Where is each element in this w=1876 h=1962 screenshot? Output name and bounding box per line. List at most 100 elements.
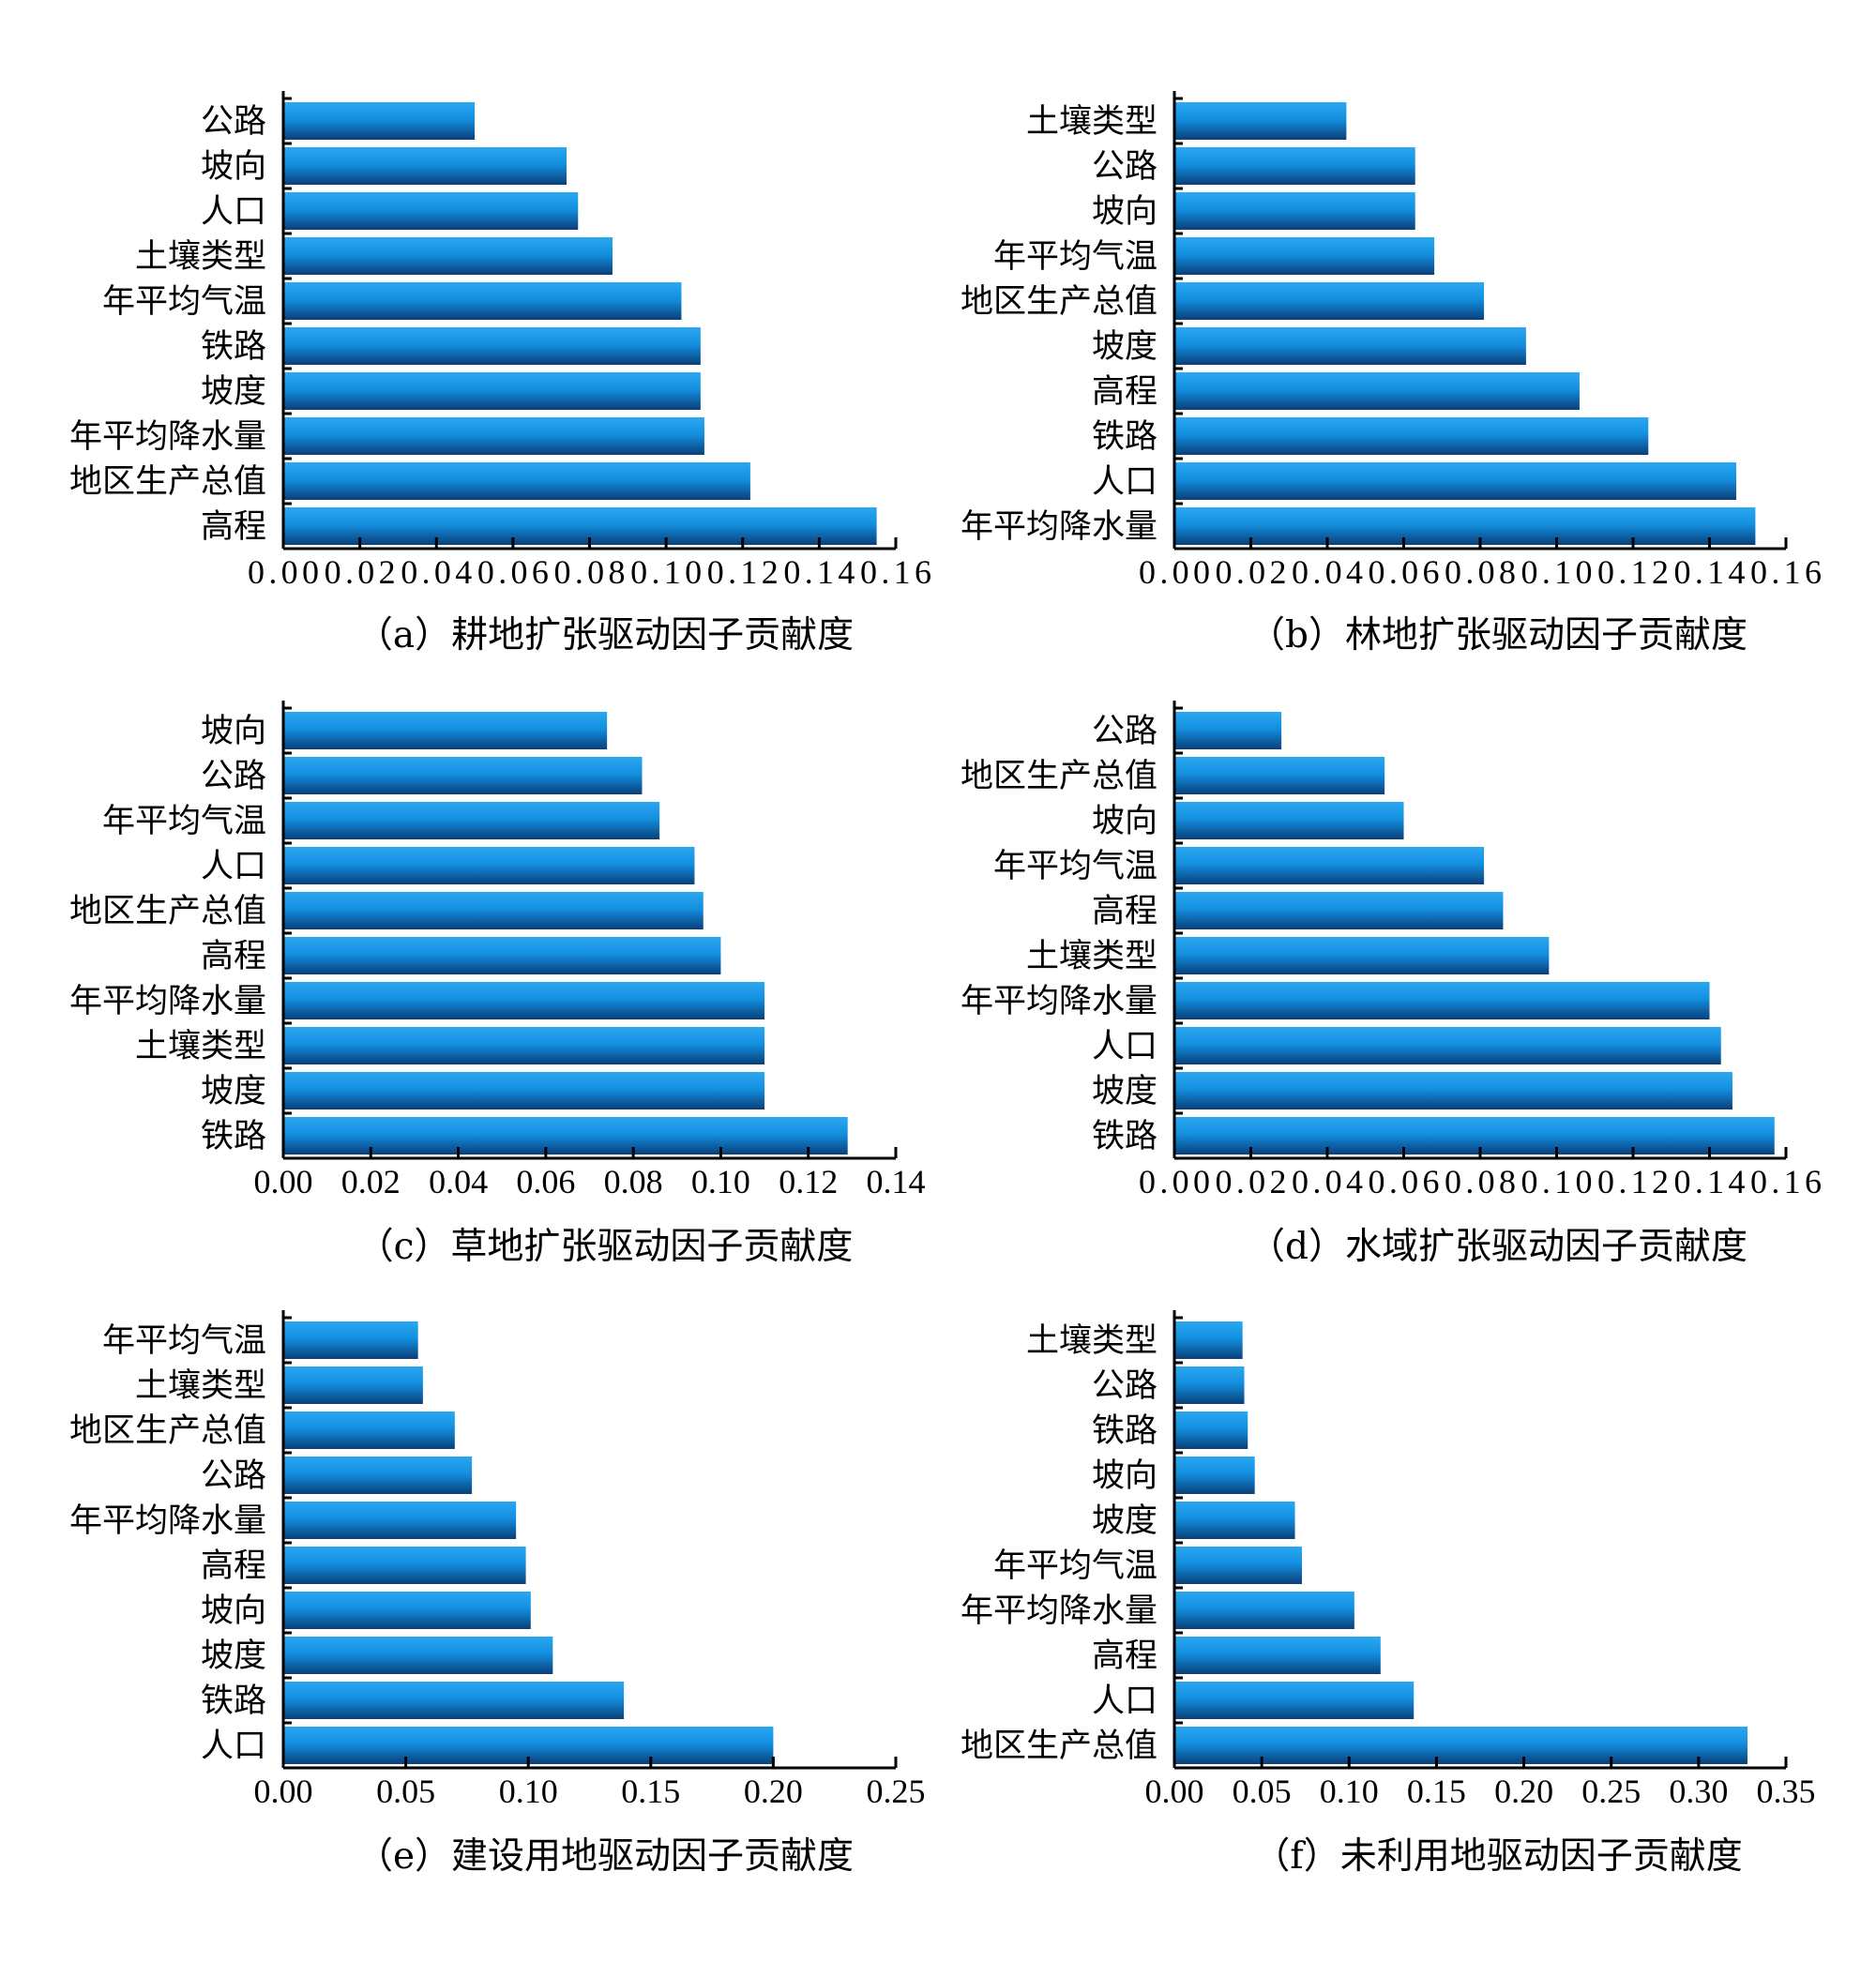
- category-label: 年平均气温: [993, 848, 1157, 885]
- bar: [1174, 1117, 1775, 1155]
- bar: [283, 982, 765, 1019]
- category-label: 人口: [201, 1728, 266, 1765]
- x-tick-label: 0.00: [254, 1773, 313, 1810]
- x-tick-label: 0.16: [1750, 553, 1822, 591]
- category-label: 公路: [1092, 713, 1157, 750]
- category-label: 人口: [201, 848, 266, 885]
- x-tick-label: 0.12: [1597, 553, 1669, 591]
- category-label: 高程: [201, 508, 266, 546]
- bar: [1174, 237, 1435, 275]
- x-tick-label: 0.10: [1521, 1163, 1593, 1200]
- bar: [1174, 1027, 1721, 1064]
- bar: [1174, 1592, 1354, 1629]
- bar: [283, 712, 608, 749]
- bar: [283, 1411, 455, 1449]
- category-label: 年平均降水量: [69, 418, 266, 456]
- x-tick-label: 0.25: [1581, 1773, 1641, 1810]
- x-tick-label: 0.10: [1320, 1773, 1379, 1810]
- x-tick-label: 0.20: [744, 1773, 803, 1810]
- x-tick-label: 0.08: [1445, 1163, 1516, 1200]
- bar: [283, 1547, 526, 1584]
- bar: [1174, 802, 1404, 839]
- category-label: 公路: [201, 103, 266, 141]
- x-tick-label: 0.02: [341, 1163, 401, 1200]
- bar: [283, 1117, 848, 1155]
- category-label: 年平均气温: [102, 283, 266, 321]
- x-tick-label: 0.15: [621, 1773, 680, 1810]
- x-tick-label: 0.14: [1674, 553, 1746, 591]
- category-label: 公路: [201, 1457, 266, 1495]
- x-tick-label: 0.00: [1139, 1163, 1210, 1200]
- category-label: 高程: [1092, 1638, 1157, 1675]
- category-label: 人口: [1092, 463, 1157, 501]
- bar: [283, 507, 877, 545]
- x-tick-label: 0.08: [1445, 553, 1516, 591]
- bar: [283, 417, 704, 455]
- x-tick-label: 0.16: [860, 553, 931, 591]
- x-tick-label: 0.04: [401, 553, 472, 591]
- bar: [1174, 1321, 1243, 1359]
- category-label: 公路: [201, 758, 266, 795]
- x-tick-label: 0.06: [516, 1163, 575, 1200]
- category-label: 土壤类型: [1026, 938, 1157, 975]
- bar: [283, 192, 579, 230]
- category-label: 土壤类型: [135, 1028, 266, 1065]
- bar: [1174, 847, 1485, 884]
- x-tick-label: 0.02: [1216, 1163, 1287, 1200]
- x-tick-label: 0.35: [1757, 1773, 1816, 1810]
- bar: [1174, 892, 1504, 929]
- bar: [1174, 1682, 1415, 1719]
- bar: [283, 757, 643, 794]
- x-tick-label: 0.10: [691, 1163, 750, 1200]
- category-label: 坡向: [201, 713, 266, 750]
- x-tick-label: 0.15: [1407, 1773, 1466, 1810]
- x-tick-label: 0.20: [1494, 1773, 1553, 1810]
- bar: [283, 1321, 418, 1359]
- category-label: 坡度: [1092, 1073, 1157, 1110]
- bar: [283, 102, 476, 140]
- x-tick-label: 0.06: [477, 553, 549, 591]
- bar: [283, 892, 704, 929]
- category-label: 土壤类型: [1026, 103, 1157, 141]
- bar: [1174, 937, 1550, 974]
- category-label: 年平均降水量: [961, 983, 1157, 1020]
- bar: [283, 1682, 625, 1719]
- category-label: 坡向: [201, 1592, 266, 1630]
- x-tick-label: 0.05: [1233, 1773, 1292, 1810]
- panel-caption: （a）耕地扩张驱动因子贡献度: [356, 614, 854, 657]
- category-label: 高程: [201, 1547, 266, 1585]
- bar: [283, 1072, 765, 1109]
- x-tick-label: 0.00: [254, 1163, 313, 1200]
- category-label: 公路: [1092, 1367, 1157, 1405]
- bar: [283, 372, 701, 410]
- category-label: 铁路: [201, 1683, 266, 1720]
- x-tick-label: 0.10: [630, 553, 702, 591]
- bar: [1174, 102, 1347, 140]
- category-label: 人口: [1092, 1028, 1157, 1065]
- category-label: 年平均降水量: [961, 508, 1157, 546]
- category-label: 土壤类型: [1026, 1322, 1157, 1360]
- bar: [283, 327, 701, 365]
- category-label: 坡向: [1092, 193, 1157, 231]
- x-tick-label: 0.08: [604, 1163, 663, 1200]
- category-label: 坡度: [201, 373, 266, 411]
- bar: [1174, 192, 1415, 230]
- x-tick-label: 0.10: [499, 1773, 558, 1810]
- bar: [1174, 417, 1649, 455]
- panel-caption: （d）水域扩张驱动因子贡献度: [1248, 1226, 1747, 1268]
- category-label: 坡度: [1092, 328, 1157, 366]
- x-tick-label: 0.06: [1369, 1163, 1440, 1200]
- x-tick-label: 0.04: [429, 1163, 488, 1200]
- category-label: 坡向: [201, 148, 266, 186]
- x-tick-label: 0.12: [1597, 1163, 1669, 1200]
- category-label: 地区生产总值: [69, 893, 266, 930]
- category-label: 人口: [201, 193, 266, 231]
- bar: [1174, 507, 1756, 545]
- category-label: 坡向: [1092, 1457, 1157, 1495]
- category-label: 高程: [1092, 893, 1157, 930]
- category-label: 地区生产总值: [961, 283, 1157, 321]
- category-label: 年平均降水量: [69, 1502, 266, 1540]
